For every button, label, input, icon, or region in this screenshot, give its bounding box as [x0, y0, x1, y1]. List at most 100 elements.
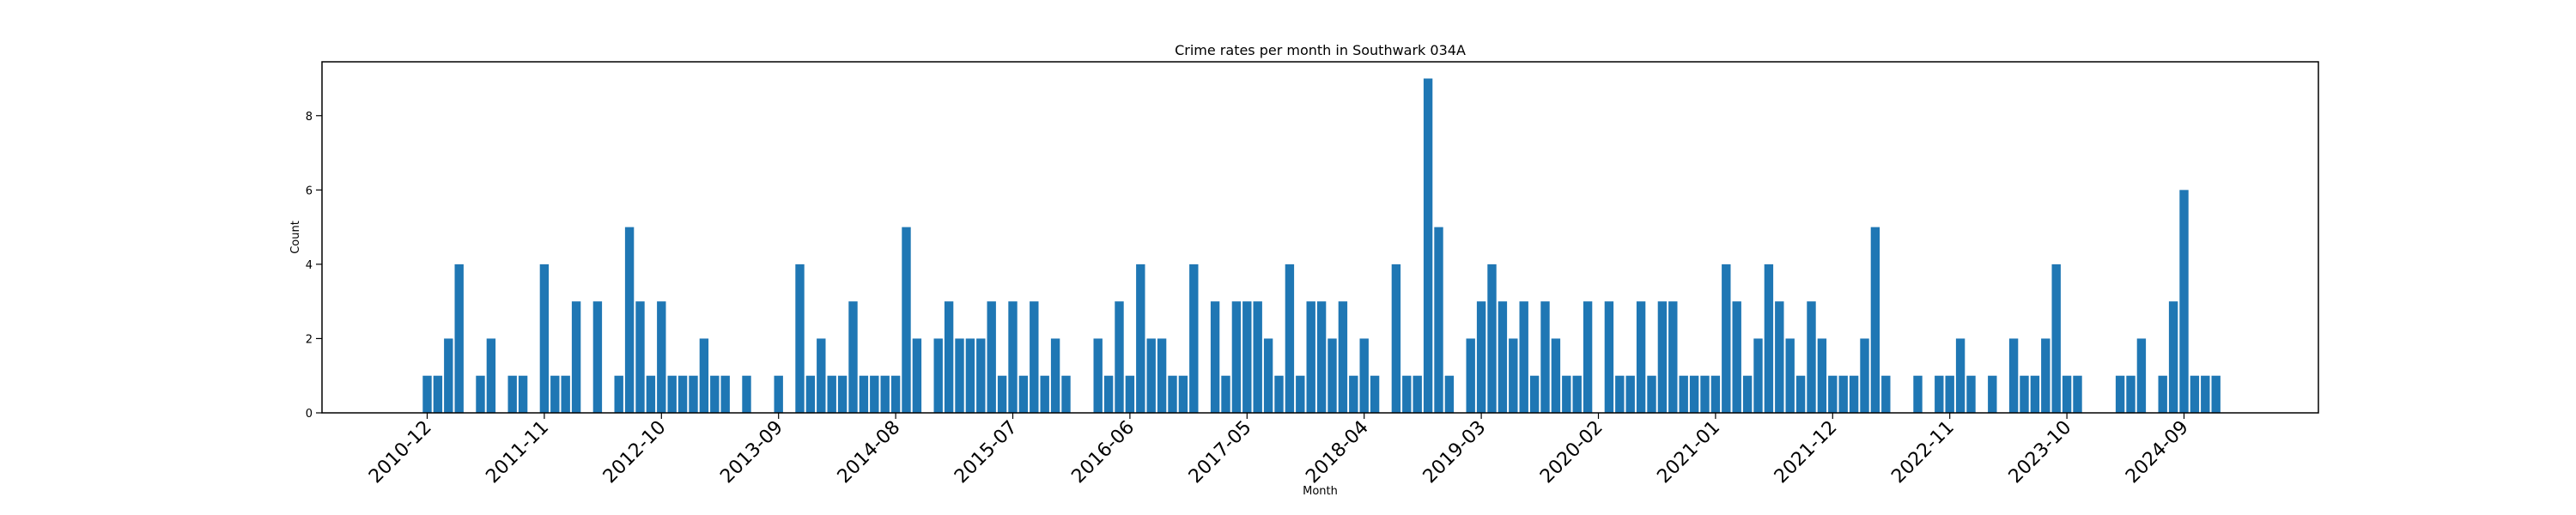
bar-2022-03 [1860, 338, 1869, 413]
bar-2018-05 [1370, 375, 1380, 413]
bar-2022-08 [1913, 375, 1923, 413]
bar-2022-12 [1955, 338, 1965, 413]
bar-2015-01 [944, 301, 954, 413]
x-tick-label: 2019-03 [1419, 417, 1491, 488]
bar-2016-11 [1178, 375, 1188, 413]
bar-2015-06 [997, 375, 1007, 413]
bar-2016-06 [1125, 375, 1135, 413]
bar-2022-04 [1870, 227, 1880, 413]
bar-2019-12 [1572, 375, 1582, 413]
bar-2023-06 [2020, 375, 2029, 413]
x-tick-label: 2016-06 [1067, 417, 1139, 488]
bar-2018-11 [1434, 227, 1443, 413]
bar-2017-06 [1253, 301, 1262, 413]
bar-2016-09 [1157, 338, 1167, 413]
bar-2021-05 [1753, 338, 1763, 413]
bar-2012-11 [667, 375, 677, 413]
bar-2011-11 [539, 264, 550, 413]
bar-2017-08 [1274, 375, 1284, 413]
bar-2011-08 [507, 375, 517, 413]
bar-2014-09 [902, 227, 911, 413]
bar-2017-03 [1221, 375, 1230, 413]
bar-2011-03 [454, 264, 464, 413]
bar-2014-08 [890, 375, 901, 413]
bar-2014-07 [880, 375, 890, 413]
bar-2024-07 [2158, 375, 2167, 413]
bar-2019-09 [1540, 301, 1550, 413]
bar-2013-12 [805, 375, 816, 413]
bar-2012-09 [646, 375, 656, 413]
bar-2021-07 [1775, 301, 1784, 413]
bar-2019-03 [1476, 301, 1486, 413]
bar-2021-02 [1722, 264, 1731, 413]
bar-2015-02 [955, 338, 964, 413]
bar-2021-04 [1742, 375, 1753, 413]
y-tick-label: 8 [306, 111, 313, 124]
bar-2012-01 [561, 375, 570, 413]
bar-2014-10 [912, 338, 922, 413]
bar-2019-08 [1529, 375, 1540, 413]
bar-2023-03 [1988, 375, 1997, 413]
bar-2018-02 [1338, 301, 1348, 413]
bar-2014-02 [827, 375, 836, 413]
bar-2024-04 [2126, 375, 2136, 413]
bar-2011-05 [476, 375, 485, 413]
bar-2021-03 [1732, 301, 1741, 413]
bar-2016-07 [1136, 264, 1145, 413]
y-axis: 0 2 4 6 8 [306, 111, 322, 421]
bar-2016-05 [1115, 301, 1124, 413]
bar-2016-08 [1146, 338, 1156, 413]
x-tick-label: 2020-02 [1536, 417, 1607, 488]
x-tick-label: 2011-11 [482, 417, 553, 488]
chart-title: Crime rates per month in Southwark 034A [1175, 42, 1466, 58]
bars-group [422, 78, 2221, 413]
bar-2014-05 [859, 375, 869, 413]
bar-2023-01 [1966, 375, 1976, 413]
y-tick-label: 2 [306, 333, 313, 346]
x-tick-label: 2021-01 [1653, 417, 1724, 488]
bar-2020-11 [1689, 375, 1699, 413]
bar-2018-07 [1391, 264, 1401, 413]
bar-2023-08 [2041, 338, 2050, 413]
bar-2015-11 [1050, 338, 1060, 413]
bar-2022-11 [1945, 375, 1954, 413]
bar-2019-07 [1519, 301, 1528, 413]
y-axis-label: Count [289, 221, 302, 254]
bar-2024-09 [2179, 190, 2189, 413]
x-tick-label: 2022-11 [1887, 417, 1959, 488]
bar-2023-07 [2030, 375, 2040, 413]
bar-2021-09 [1795, 375, 1806, 413]
bar-2021-08 [1785, 338, 1795, 413]
bar-2016-12 [1189, 264, 1199, 413]
bar-2014-12 [933, 338, 943, 413]
bar-2019-06 [1509, 338, 1518, 413]
bar-2018-01 [1327, 338, 1337, 413]
bar-2018-09 [1413, 375, 1422, 413]
bar-2017-10 [1296, 375, 1305, 413]
bar-2016-03 [1093, 338, 1103, 413]
bar-2013-06 [742, 375, 751, 413]
bar-2012-02 [571, 301, 581, 413]
bar-2011-01 [433, 375, 443, 413]
x-tick-label: 2018-04 [1302, 417, 1373, 488]
x-tick-label: 2013-09 [716, 417, 787, 488]
bar-2020-01 [1583, 301, 1593, 413]
bar-2015-07 [1008, 301, 1018, 413]
bar-2013-02 [699, 338, 709, 413]
bar-2023-09 [2051, 264, 2061, 413]
bar-2024-11 [2201, 375, 2210, 413]
bar-2019-05 [1498, 301, 1508, 413]
bar-2013-11 [795, 264, 805, 413]
bar-2013-01 [689, 375, 698, 413]
bar-2012-07 [624, 227, 635, 413]
bar-2021-11 [1817, 338, 1827, 413]
bar-2012-04 [592, 301, 603, 413]
bar-2011-12 [550, 375, 560, 413]
bar-2017-04 [1231, 301, 1242, 413]
bar-2017-09 [1285, 264, 1295, 413]
bar-2023-05 [2008, 338, 2019, 413]
bar-2015-03 [965, 338, 975, 413]
bar-2017-02 [1210, 301, 1220, 413]
x-tick-label: 2021-12 [1771, 417, 1842, 488]
bar-2015-09 [1030, 301, 1039, 413]
